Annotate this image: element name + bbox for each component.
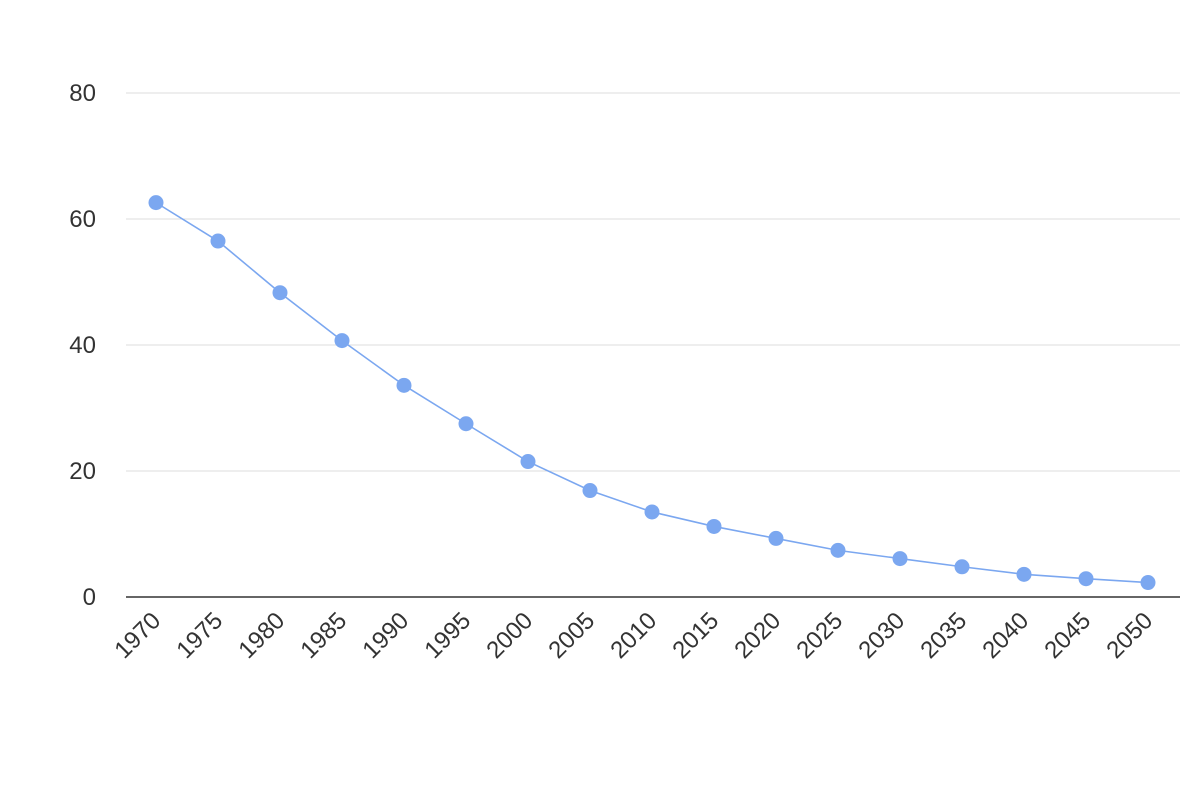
data-point[interactable]	[706, 518, 722, 534]
data-point[interactable]	[1078, 571, 1094, 587]
x-tick-label: 1985	[295, 607, 352, 664]
x-tick-label: 2005	[543, 607, 600, 664]
series-layer	[148, 195, 1156, 591]
y-tick-label: 0	[83, 584, 96, 611]
data-point[interactable]	[520, 454, 536, 470]
y-tick-label: 40	[69, 332, 96, 359]
data-point[interactable]	[396, 377, 412, 393]
x-tick-label: 2030	[853, 607, 910, 664]
x-tick-label: 1980	[233, 607, 290, 664]
x-tick-label: 2010	[605, 607, 662, 664]
x-axis-tick-labels: 1970 1975 1980 1985 1990 1995 2000 2005 2010 2015…	[109, 607, 1158, 664]
data-point[interactable]	[892, 551, 908, 567]
y-tick-label: 80	[69, 80, 96, 107]
x-tick-label: 2035	[915, 607, 972, 664]
series-line	[155, 201, 1149, 584]
y-tick-label: 60	[69, 206, 96, 233]
data-point[interactable]	[148, 195, 164, 211]
gridlines	[126, 92, 1180, 598]
x-tick-label: 2015	[667, 607, 724, 664]
data-point[interactable]	[644, 504, 660, 520]
x-tick-label: 2045	[1039, 607, 1096, 664]
x-tick-label: 2025	[791, 607, 848, 664]
x-tick-label: 2040	[977, 607, 1034, 664]
data-point[interactable]	[830, 542, 846, 558]
data-point[interactable]	[272, 285, 288, 301]
data-point[interactable]	[210, 233, 226, 249]
data-point[interactable]	[334, 333, 350, 349]
x-tick-label: 1990	[357, 607, 414, 664]
y-tick-label: 20	[69, 458, 96, 485]
x-tick-label: 1995	[419, 607, 476, 664]
x-tick-label: 2050	[1101, 607, 1158, 664]
data-point[interactable]	[458, 416, 474, 432]
data-point[interactable]	[768, 530, 784, 546]
y-axis-tick-labels: 0 20 40 60 80	[69, 80, 96, 611]
x-tick-label: 1975	[171, 607, 228, 664]
data-point[interactable]	[1140, 575, 1156, 591]
data-point[interactable]	[1016, 566, 1032, 582]
data-point[interactable]	[954, 559, 970, 575]
x-tick-label: 2000	[481, 607, 538, 664]
x-tick-label: 1970	[109, 607, 166, 664]
x-tick-label: 2020	[729, 607, 786, 664]
data-point[interactable]	[582, 483, 598, 499]
